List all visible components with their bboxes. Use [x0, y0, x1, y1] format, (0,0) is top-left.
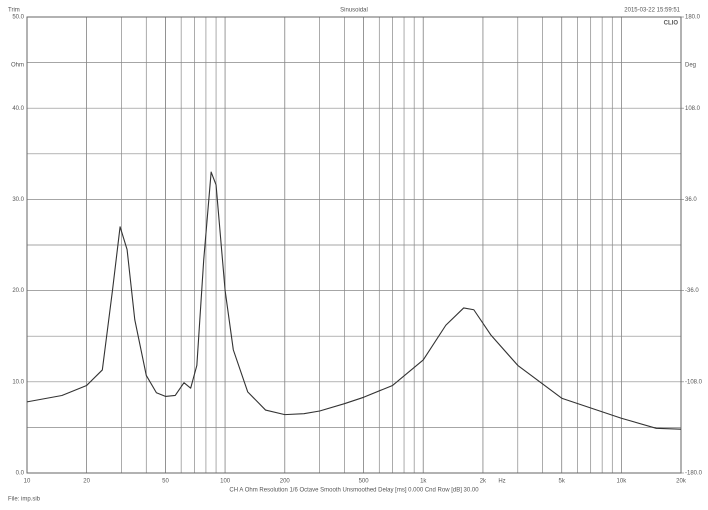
- timestamp: 2015-03-22 15:59:51: [624, 8, 680, 14]
- x-tick-label: 20: [83, 479, 90, 485]
- y2-tick-label: -36.0: [685, 288, 699, 294]
- y-unit: Ohm: [11, 63, 24, 69]
- y2-unit: Deg: [685, 63, 696, 69]
- y2-tick-label: 108.0: [685, 106, 701, 112]
- plot-frame: [26, 16, 682, 474]
- file-name: File: imp.sib: [8, 497, 41, 503]
- chart-title: Sinusoidal: [340, 8, 368, 14]
- x-tick-label: 1k: [420, 479, 427, 485]
- x-tick-label: 20k: [676, 479, 687, 485]
- x-tick-label: 10k: [617, 479, 628, 485]
- brand: CLIO: [664, 21, 679, 27]
- x-tick-label: 5k: [559, 479, 566, 485]
- x-tick-label: 500: [359, 479, 370, 485]
- y-tick-label: 30.0: [12, 197, 24, 203]
- x-tick-label: 100: [220, 479, 231, 485]
- y2-tick-label: -108.0: [685, 379, 703, 385]
- y-tick-label: 50.0: [12, 15, 24, 21]
- x-tick-label: 10: [24, 479, 31, 485]
- y-tick-label: 20.0: [12, 288, 24, 294]
- footer: CH A Ohm Resolution 1/6 Octave Smooth Un…: [229, 488, 479, 494]
- y-tick-label: 0.0: [16, 471, 25, 477]
- x-tick-label: 200: [280, 479, 291, 485]
- x-tick-label: 2k: [480, 479, 487, 485]
- impedance-line: [26, 171, 682, 430]
- x-unit: Hz: [498, 479, 505, 485]
- y2-tick-label: -180.0: [685, 471, 703, 477]
- y-tick-label: 10.0: [12, 379, 24, 385]
- y-tick-label: 40.0: [12, 106, 24, 112]
- header-left: Trim: [8, 8, 20, 14]
- y2-tick-label: 36.0: [685, 197, 697, 203]
- x-tick-label: 50: [162, 479, 169, 485]
- y2-tick-label: 180.0: [685, 15, 701, 21]
